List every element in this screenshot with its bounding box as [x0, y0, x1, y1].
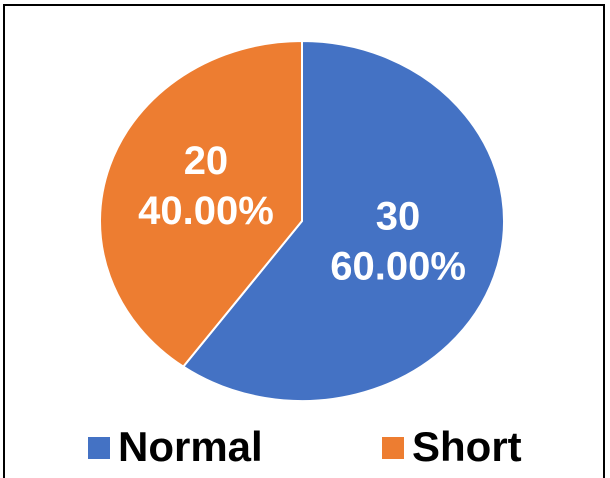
- legend-swatch: [382, 437, 404, 459]
- frame: [3, 4, 605, 478]
- legend-swatch: [88, 437, 110, 459]
- percent-label: 60.00%: [330, 244, 466, 288]
- pie-slice: [181, 39, 505, 402]
- pie-slice: [99, 39, 303, 368]
- legend-label: Normal: [118, 423, 263, 470]
- value-label: 20: [184, 139, 229, 183]
- value-label: 30: [376, 194, 421, 238]
- legend-label: Short: [412, 423, 522, 470]
- percent-label: 40.00%: [138, 189, 274, 233]
